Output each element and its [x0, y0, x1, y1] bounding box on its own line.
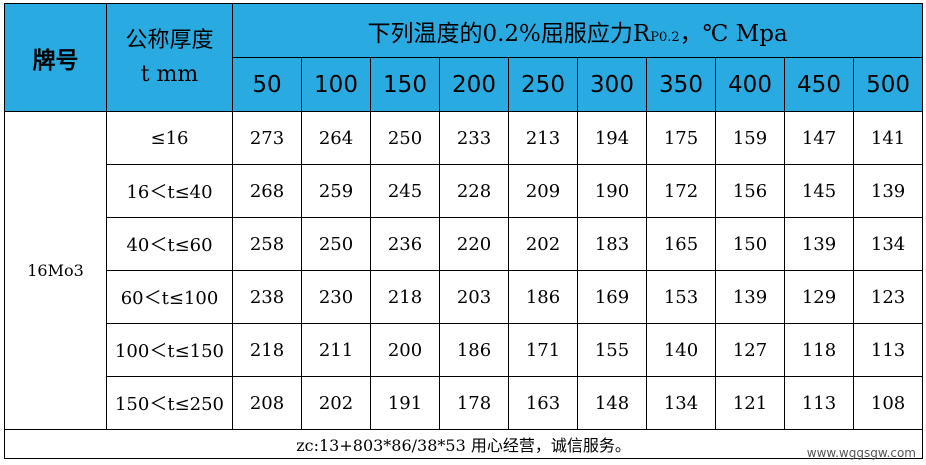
stress-value-cell: 273 — [232, 111, 302, 165]
stress-value-cell: 139 — [784, 217, 854, 271]
stress-value-cell: 139 — [715, 270, 785, 324]
brand-header: 牌号 — [4, 3, 107, 112]
stress-value-cell: 202 — [301, 376, 371, 430]
stress-value-cell: 140 — [646, 323, 716, 377]
stress-value-cell: 233 — [439, 111, 509, 165]
stress-value-cell: 123 — [852, 270, 924, 324]
stress-value-cell: 268 — [232, 164, 302, 218]
stress-value-cell: 203 — [439, 270, 509, 324]
stress-value-cell: 211 — [301, 323, 371, 377]
temperature-header-cell: 250 — [508, 57, 578, 112]
title-suffix: ，℃ Mpa — [679, 20, 788, 47]
grade-cell: 16Mo3 — [4, 111, 107, 430]
stress-value-cell: 169 — [577, 270, 647, 324]
stress-value-cell: 264 — [301, 111, 371, 165]
stress-value-cell: 250 — [370, 111, 440, 165]
stress-value-cell: 163 — [508, 376, 578, 430]
stress-value-cell: 259 — [301, 164, 371, 218]
table-row: 60＜t≤100 238 230 218 203 186 169 153 139 129 123 — [5, 270, 924, 324]
stress-value-cell: 250 — [301, 217, 371, 271]
stress-value-cell: 175 — [646, 111, 716, 165]
temperature-header-cell: 350 — [646, 57, 716, 112]
table-row: 16Mo3 ≤16 273 264 250 233 213 194 175 159 147 141 — [4, 111, 924, 430]
stress-value-cell: 172 — [646, 164, 716, 218]
thickness-header-line2: t mm — [140, 61, 199, 87]
footer-note: zc:13+803*86/38*53 用心经营，诚信服务。 — [3, 429, 924, 459]
stress-value-cell: 127 — [715, 323, 785, 377]
stress-value-cell: 186 — [508, 270, 578, 324]
thickness-range-cell: 16＜t≤40 — [106, 164, 233, 218]
temperature-header-cell: 100 — [301, 57, 371, 112]
stress-value-cell: 238 — [232, 270, 302, 324]
thickness-range-cell: 60＜t≤100 — [106, 270, 233, 324]
watermark: www.wggsgw.com — [806, 446, 916, 460]
stress-value-cell: 209 — [508, 164, 578, 218]
stress-value-cell: 228 — [439, 164, 509, 218]
temperature-header-cell: 200 — [439, 57, 509, 112]
stress-value-cell: 213 — [508, 111, 578, 165]
temperature-header-cell: 50 — [232, 57, 302, 112]
stress-value-cell: 200 — [370, 323, 440, 377]
header-row-title: 牌号 公称厚度 t mm 下列温度的0.2%屈服应力RP0.2，℃ Mpa — [4, 3, 924, 112]
stress-value-cell: 218 — [232, 323, 302, 377]
stress-value-cell: 156 — [715, 164, 785, 218]
thickness-header: 公称厚度 t mm — [106, 3, 233, 112]
stress-value-cell: 134 — [646, 376, 716, 430]
stress-value-cell: 191 — [370, 376, 440, 430]
stress-value-cell: 129 — [784, 270, 854, 324]
thickness-range-cell: 40＜t≤60 — [106, 217, 233, 271]
stress-value-cell: 190 — [577, 164, 647, 218]
thickness-range-cell: ≤16 — [106, 111, 233, 165]
temperature-header-cell: 500 — [852, 57, 924, 112]
stress-value-cell: 150 — [715, 217, 785, 271]
table-row: 100＜t≤150 218 211 200 186 171 155 140 127 118 113 — [5, 323, 924, 377]
table-row: 150＜t≤250 208 202 191 178 163 148 134 121 113 108 — [5, 376, 924, 430]
stress-value-cell: 113 — [784, 376, 854, 430]
title-main: 下列温度的0.2%屈服应力R — [367, 20, 651, 47]
stress-value-cell: 245 — [370, 164, 440, 218]
stress-value-cell: 194 — [577, 111, 647, 165]
stress-value-cell: 178 — [439, 376, 509, 430]
title-subscript: P0.2 — [650, 29, 680, 45]
stress-value-cell: 147 — [784, 111, 854, 165]
stress-value-cell: 236 — [370, 217, 440, 271]
temperature-header-cell: 150 — [370, 57, 440, 112]
stress-value-cell: 148 — [577, 376, 647, 430]
stress-value-cell: 171 — [508, 323, 578, 377]
stress-value-cell: 134 — [852, 217, 924, 271]
temperature-title: 下列温度的0.2%屈服应力RP0.2，℃ Mpa — [231, 3, 924, 58]
stress-value-cell: 155 — [577, 323, 647, 377]
footer-row: zc:13+803*86/38*53 用心经营，诚信服务。 — [3, 429, 924, 459]
thickness-header-line1: 公称厚度 — [125, 27, 214, 53]
stress-value-cell: 159 — [715, 111, 785, 165]
stress-value-cell: 220 — [439, 217, 509, 271]
stress-value-cell: 218 — [370, 270, 440, 324]
table-row: 40＜t≤60 258 250 236 220 202 183 165 150 139 134 — [5, 217, 924, 271]
stress-value-cell: 113 — [852, 323, 924, 377]
stress-value-cell: 230 — [301, 270, 371, 324]
stress-value-cell: 141 — [852, 111, 924, 165]
stress-value-cell: 153 — [646, 270, 716, 324]
temperature-header-cell: 450 — [784, 57, 854, 112]
thickness-range-cell: 150＜t≤250 — [106, 376, 233, 430]
header-row-temperatures: 50 100 150 200 250 300 350 400 450 500 — [5, 57, 924, 112]
stress-value-cell: 121 — [715, 376, 785, 430]
stress-value-cell: 108 — [852, 376, 924, 430]
stress-value-cell: 258 — [232, 217, 302, 271]
table-row: 16＜t≤40 268 259 245 228 209 190 172 156 145 139 — [5, 164, 924, 218]
stress-value-cell: 202 — [508, 217, 578, 271]
temperature-header-cell: 300 — [577, 57, 647, 112]
stress-value-cell: 186 — [439, 323, 509, 377]
stress-value-cell: 145 — [784, 164, 854, 218]
stress-value-cell: 208 — [232, 376, 302, 430]
yield-stress-table: 牌号 公称厚度 t mm 下列温度的0.2%屈服应力RP0.2，℃ Mpa 50… — [3, 3, 924, 459]
stress-value-cell: 139 — [852, 164, 924, 218]
stress-value-cell: 165 — [646, 217, 716, 271]
temperature-header-cell: 400 — [715, 57, 785, 112]
thickness-range-cell: 100＜t≤150 — [106, 323, 233, 377]
stress-value-cell: 183 — [577, 217, 647, 271]
stress-value-cell: 118 — [784, 323, 854, 377]
